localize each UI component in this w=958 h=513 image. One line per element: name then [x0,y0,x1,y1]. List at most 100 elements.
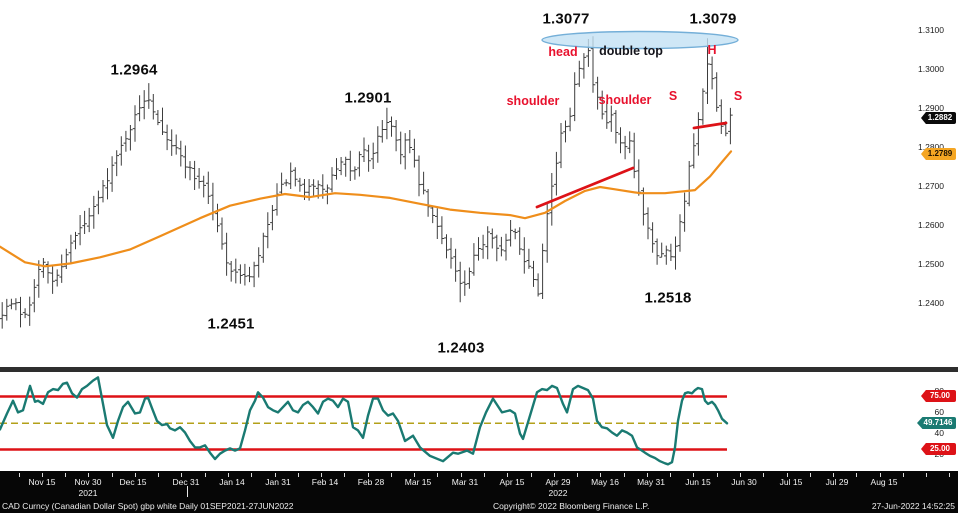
time-axis-label: Jan 31 [265,477,291,487]
time-axis-tick [809,473,811,477]
time-axis-label: Apr 15 [499,477,525,487]
annotation-1.3079: 1.3079 [689,10,737,28]
price-axis-label: 1.2400 [918,297,944,308]
time-axis-tick [879,473,881,477]
time-axis-tick [204,473,206,477]
time-axis-tick [949,473,951,477]
time-axis-tick [577,473,579,477]
rsi-lower-band-badge: 25.00 [921,443,956,455]
time-axis-tick [158,473,160,477]
time-axis-tick [65,473,67,477]
time-axis-tick [646,473,648,477]
annotation-1.2451: 1.2451 [207,315,255,333]
time-axis-tick [390,473,392,477]
time-axis-tick [18,473,20,477]
time-axis-tick [716,473,718,477]
time-axis-label: Jul 15 [779,477,803,487]
time-axis-tick [228,473,230,477]
copyright-text: Copyright© 2022 Bloomberg Finance L.P. [493,501,650,511]
annotation-h: H [707,43,717,57]
price-axis-label: 1.3100 [918,24,944,35]
annotation-1.2964: 1.2964 [110,61,158,79]
time-axis-tick [414,473,416,477]
time-axis-tick [41,473,43,477]
time-axis-tick [926,473,928,477]
time-axis-tick [88,473,90,477]
time-axis-tick [833,473,835,477]
time-axis-tick [739,473,741,477]
rsi-value-badge: 49.7146 [917,417,956,429]
ohlc-bars [0,36,733,329]
price-axis-label: 1.2800 [918,141,944,152]
double-top-ellipse [541,30,739,50]
moving-average-line [0,150,733,268]
annotation-shoulder: shoulder [598,93,652,107]
time-axis-tick [623,473,625,477]
price-axis-label: 1.2600 [918,219,944,230]
last-price-badge: 1.2882 [921,112,956,124]
year-label: 2021 [78,488,98,498]
timestamp: 27-Jun-2022 14:52:25 [871,501,955,511]
time-axis-tick [693,473,695,477]
time-axis-label: Apr 29 [545,477,571,487]
rsi-axis-label: 40 [934,428,944,439]
time-axis-label: Dec 15 [119,477,147,487]
panel-separator [0,367,958,372]
time-axis-tick [181,473,183,477]
rsi-axis-label: 60 [934,406,944,417]
time-axis-label: May 31 [637,477,665,487]
price-axis-label: 1.2700 [918,180,944,191]
annotation-1.2403: 1.2403 [437,339,485,357]
time-axis-tick [111,473,113,477]
time-axis-label: May 16 [591,477,619,487]
time-axis-label: Jul 29 [825,477,849,487]
neckline-2 [692,121,728,130]
price-axis-label: 1.3000 [918,63,944,74]
time-axis-tick [763,473,765,477]
time-axis-label: Jun 30 [731,477,757,487]
time-axis-tick [437,473,439,477]
annotation-1.2518: 1.2518 [644,289,692,307]
time-axis-label: Feb 28 [357,477,385,487]
moving-average-badge: 1.2789 [921,148,956,160]
time-axis-tick [902,473,904,477]
annotation-shoulder: shoulder [506,94,560,108]
time-axis-label: Mar 15 [404,477,432,487]
annotation-head: head [548,45,578,59]
neckline-1 [535,166,635,209]
time-axis-tick [321,473,323,477]
annotation-s: S [668,89,678,103]
rsi-upper-band-badge: 75.00 [921,390,956,402]
time-axis-label: Jun 15 [685,477,711,487]
price-axis-label: 1.2900 [918,102,944,113]
time-axis-label: Dec 31 [172,477,200,487]
time-axis-label: Aug 15 [870,477,898,487]
time-axis-label: Jan 14 [219,477,245,487]
annotation-1.2901: 1.2901 [344,89,392,107]
time-axis-tick [553,473,555,477]
time-axis-label: Feb 14 [311,477,339,487]
time-axis-tick [484,473,485,477]
time-axis-tick [367,473,369,477]
year-label: 2022 [548,488,568,498]
time-axis-tick [670,473,672,477]
time-axis-tick [856,473,858,477]
time-axis-tick [507,473,509,477]
annotation-s: S [733,89,743,103]
price-axis-label: 1.2500 [918,258,944,269]
annotation-double-top: double top [599,44,663,58]
rsi-chart-canvas[interactable] [0,373,958,471]
time-axis-tick [134,473,136,477]
price-chart-canvas[interactable] [0,0,958,373]
time-axis-label: Nov 30 [74,477,102,487]
annotation-1.3077: 1.3077 [542,10,590,28]
time-axis-bar: Nov 15 Nov 30 Dec 15 Dec 31 Jan 14 Jan 31 Feb … [0,471,958,513]
time-axis-tick [251,473,253,477]
rsi-line [0,376,729,466]
security-description: CAD Curncy (Canadian Dollar Spot) gbp wh… [2,501,294,511]
time-axis-label: Nov 15 [28,477,56,487]
time-axis-tick [460,473,462,477]
time-axis-tick [786,473,788,477]
time-axis-tick [600,473,602,477]
